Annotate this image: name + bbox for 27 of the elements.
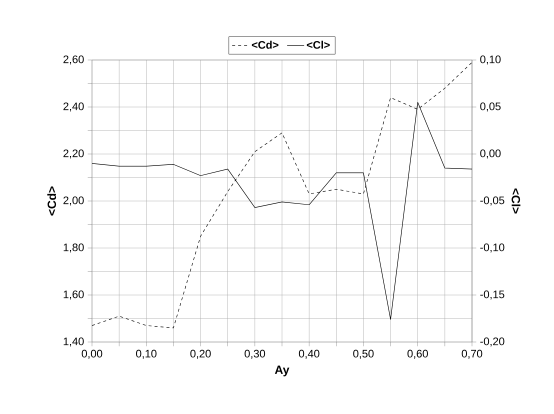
y-axis-title: <Cd> [47, 186, 56, 216]
y-tick-label: 1,40 [64, 337, 84, 347]
x-tick-label: 0,60 [407, 350, 428, 359]
x-axis-title: Ay [274, 366, 290, 376]
y-tick-label: 2,60 [63, 55, 84, 65]
x-tick-label: 0,50 [353, 350, 374, 359]
y2-axis-title: <Cl> [512, 188, 520, 214]
legend-label: <Cl> [306, 40, 330, 49]
x-tick-label: 0,40 [298, 350, 320, 359]
y2-tick-label: -0,15 [480, 290, 504, 300]
y2-tick-label: 0,05 [480, 102, 501, 112]
y-tick-label: 2,40 [63, 102, 84, 112]
y2-tick-label: -0,05 [480, 196, 504, 206]
x-tick-label: 0,10 [136, 350, 157, 359]
y-tick-label: 2,20 [63, 149, 84, 159]
y-tick-label: 2,00 [63, 196, 84, 206]
y2-tick-label: 0,10 [480, 55, 501, 65]
y2-tick-label: -0,20 [480, 337, 504, 347]
x-tick-label: 0,30 [244, 350, 266, 359]
x-tick-label: 0,00 [82, 350, 102, 359]
y-tick-label: 1,60 [64, 290, 84, 300]
y-tick-label: 1,80 [64, 243, 84, 253]
legend-label: <Cd> [252, 40, 278, 49]
x-tick-label: 0,70 [462, 350, 482, 359]
y2-tick-label: 0,00 [480, 149, 501, 159]
x-tick-label: 0,20 [190, 350, 211, 359]
y2-tick-label: -0,10 [480, 243, 504, 253]
